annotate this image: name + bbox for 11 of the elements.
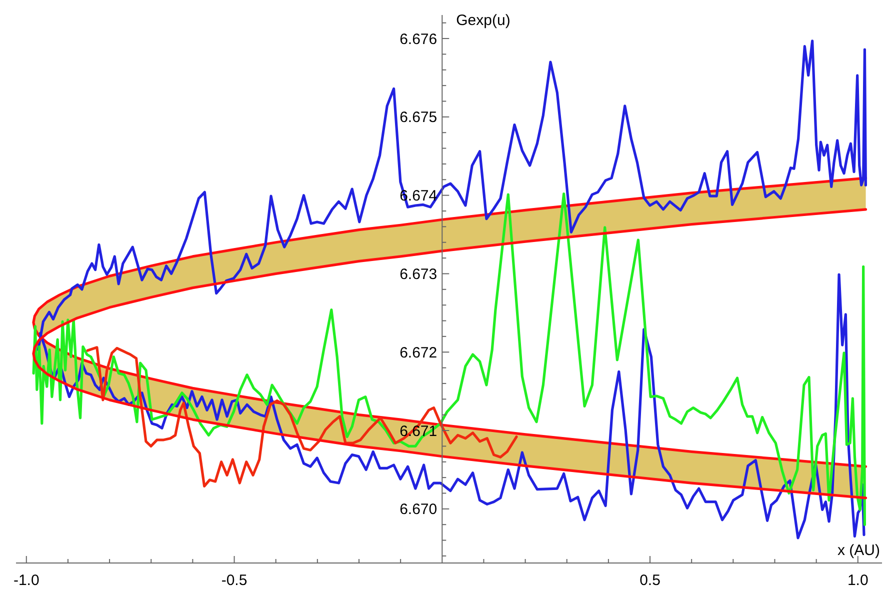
x-tick-label: -0.5 — [221, 572, 248, 589]
x-axis-title: x (AU) — [838, 542, 880, 559]
y-axis-title: Gexp(u) — [456, 12, 510, 29]
y-tick-label: 6.676 — [400, 30, 438, 48]
x-tick-label: 0.5 — [640, 572, 660, 589]
y-tick-label: 6.672 — [400, 344, 438, 362]
x-tick-label: -1.0 — [13, 572, 40, 589]
y-tick-label: 6.670 — [400, 501, 438, 518]
y-tick-label: 6.673 — [400, 266, 438, 283]
x-tick-label: 1.0 — [847, 572, 868, 589]
y-tick-label: 6.675 — [400, 109, 438, 126]
